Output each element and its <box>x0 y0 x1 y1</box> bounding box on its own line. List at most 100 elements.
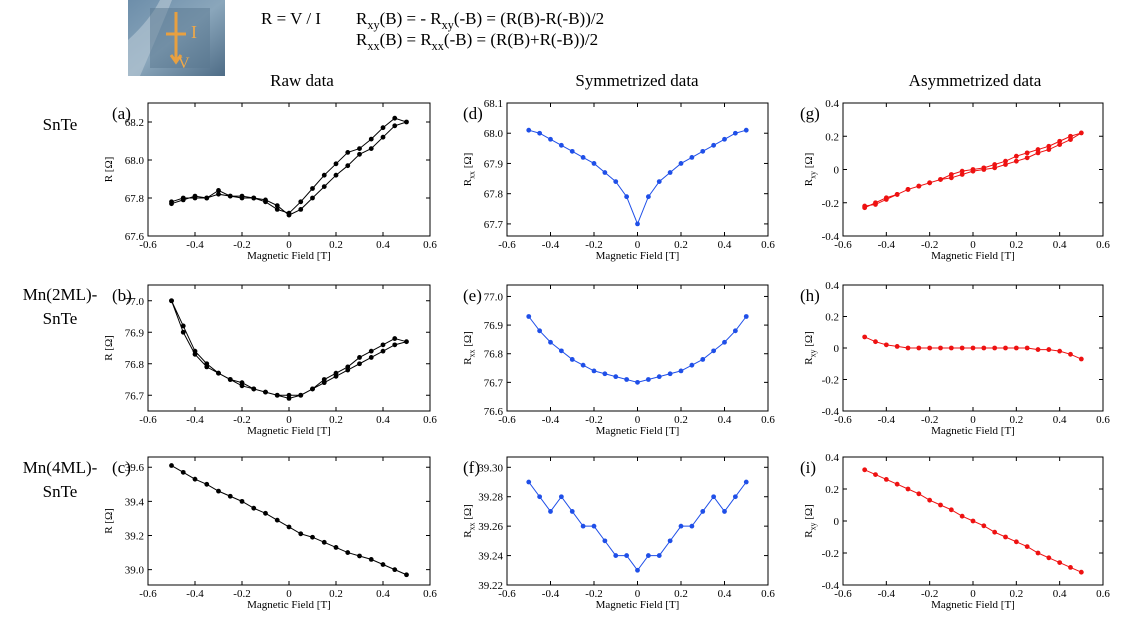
row-label: SnTe <box>43 115 78 134</box>
data-point <box>635 379 640 385</box>
y-tick-label: 39.22 <box>478 580 503 592</box>
data-point <box>938 502 943 508</box>
text-part: [Ω] <box>462 331 474 349</box>
text-part: R <box>462 357 474 365</box>
data-point <box>345 364 351 370</box>
data-point <box>656 553 662 558</box>
data-point <box>645 377 651 382</box>
data-point <box>333 545 339 550</box>
data-point <box>700 509 706 514</box>
panel-label: (g) <box>800 104 820 123</box>
data-point <box>743 314 749 319</box>
y-tick-label: 76.8 <box>125 359 145 371</box>
y-tick-label: 39.4 <box>125 496 145 508</box>
text-part: [Ω] <box>462 504 474 522</box>
data-point <box>558 494 564 500</box>
data-point <box>526 479 532 485</box>
subscript: xx <box>367 39 379 53</box>
x-tick-label: 0.4 <box>376 239 390 251</box>
data-point <box>916 183 922 189</box>
row-label: Mn(4ML)- <box>23 458 98 477</box>
x-tick-label: 0 <box>286 414 292 426</box>
x-tick-label: -0.2 <box>585 239 602 251</box>
formula: Rxy(B) = - Rxy(-B) = (R(B)-R(-B))/2 <box>356 9 604 32</box>
data-point <box>180 469 186 475</box>
data-point <box>1068 565 1073 570</box>
data-point <box>1003 158 1008 164</box>
data-point <box>1057 560 1063 565</box>
x-tick-label: -0.6 <box>834 588 852 600</box>
data-point <box>862 467 868 473</box>
data-point <box>981 167 987 172</box>
data-point <box>169 201 174 207</box>
panel: -0.6 -0.4 -0.2 0 0.2 0.4 0.6 76.6 76.7 76.8 76.9 77… <box>462 284 775 437</box>
x-tick-label: 0 <box>970 239 976 251</box>
x-axis-label: Magnetic Field [T] <box>931 599 1015 611</box>
data-point <box>204 481 210 487</box>
y-tick-label: 0 <box>834 343 840 355</box>
data-point <box>700 357 706 362</box>
subscript: xy <box>367 18 380 32</box>
data-point <box>1035 147 1041 152</box>
y-axis-label: R [Ω] <box>103 508 115 534</box>
x-tick-label: -0.4 <box>186 588 204 600</box>
y-tick-label: 0.2 <box>825 312 839 324</box>
panel: -0.6 -0.4 -0.2 0 0.2 0.4 0.6 39.22 39.24 39.26 39.… <box>462 456 775 611</box>
data-point <box>227 193 233 199</box>
data-point <box>251 505 257 511</box>
x-axis-label: Magnetic Field [T] <box>931 425 1015 437</box>
data-point <box>624 553 630 558</box>
y-axis-label: Rxy [Ω] <box>803 331 817 365</box>
x-tick-label: -0.4 <box>878 588 896 600</box>
data-point <box>263 510 268 516</box>
data-point <box>1057 142 1063 147</box>
data-point <box>722 136 727 142</box>
data-point <box>274 392 280 398</box>
data-point <box>905 345 911 351</box>
data-point <box>591 368 597 374</box>
data-point <box>580 155 586 160</box>
data-point <box>404 119 409 125</box>
x-tick-label: 0.2 <box>329 239 343 251</box>
column-title: Asymmetrized data <box>909 71 1042 90</box>
data-point <box>548 136 553 142</box>
data-point <box>656 179 662 184</box>
data-point <box>216 370 221 376</box>
subscript: xx <box>467 522 476 530</box>
y-tick-label: 39.30 <box>478 462 503 474</box>
text-part: R [Ω] <box>103 157 115 183</box>
data-point <box>357 146 362 152</box>
data-point <box>1003 162 1008 167</box>
y-tick-label: 76.7 <box>484 377 504 389</box>
y-tick-label: 76.6 <box>484 406 504 418</box>
data-point <box>938 345 943 351</box>
panel-label: (h) <box>800 286 820 305</box>
data-point <box>392 123 398 129</box>
data-point <box>526 314 532 319</box>
text-part: R <box>462 178 474 186</box>
y-tick-label: 39.2 <box>125 531 144 543</box>
data-point <box>645 194 651 200</box>
formula: R = V / I <box>261 9 321 28</box>
subscript: xx <box>467 349 476 357</box>
x-tick-label: 0 <box>286 239 292 251</box>
y-tick-label: 0 <box>834 165 840 177</box>
data-point <box>1024 544 1030 549</box>
x-tick-label: -0.2 <box>921 414 938 426</box>
data-point <box>298 392 304 398</box>
data-point <box>635 221 640 227</box>
text-part: (B) = - R <box>380 9 443 28</box>
x-tick-label: 0.2 <box>674 414 688 426</box>
data-point <box>333 161 339 167</box>
data-point <box>392 336 398 341</box>
data-point <box>689 362 695 368</box>
data-point <box>873 339 878 345</box>
data-point <box>732 494 738 500</box>
y-tick-label: 39.0 <box>125 565 145 577</box>
sample-photo: I V <box>128 0 225 76</box>
text-part: [Ω] <box>803 504 815 522</box>
data-point <box>345 150 351 155</box>
x-tick-label: 0.2 <box>674 588 688 600</box>
data-point <box>239 498 245 504</box>
y-tick-label: 39.24 <box>478 551 503 563</box>
